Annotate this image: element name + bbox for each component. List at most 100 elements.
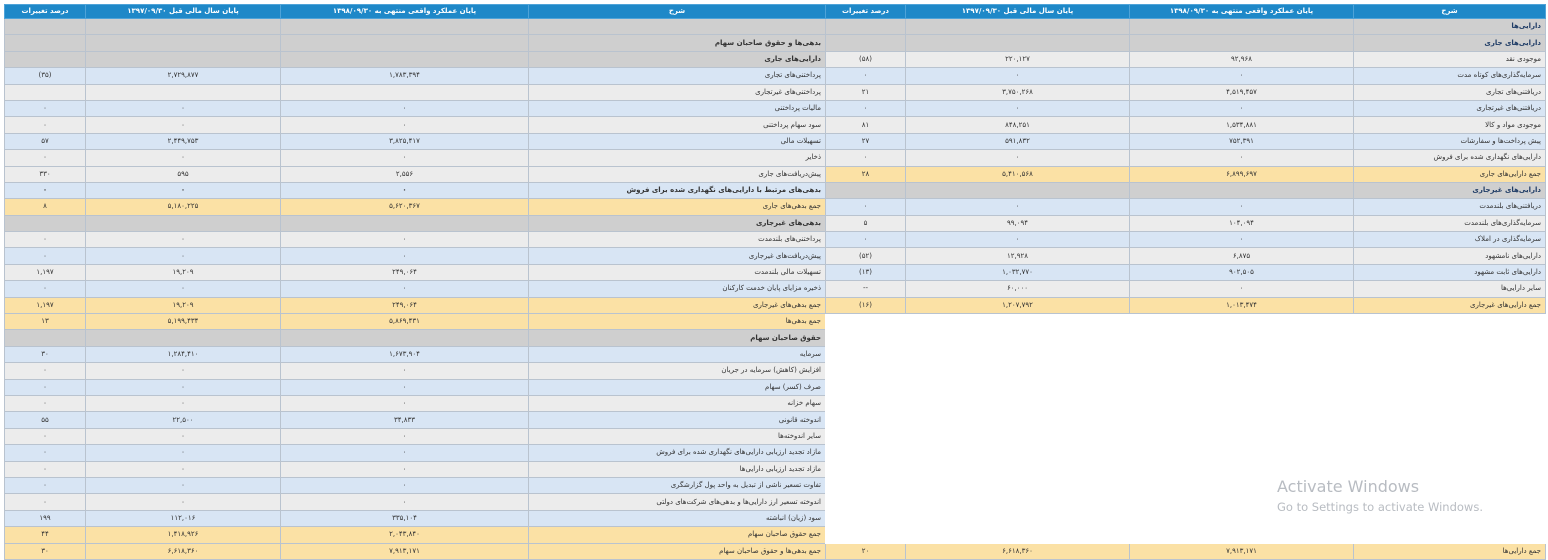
liab-desc-cell: سهام خزانه <box>528 394 826 413</box>
liab-desc-cell <box>528 17 826 36</box>
asset-prev-cell: ۰ <box>905 67 1130 85</box>
asset-desc-cell <box>1353 394 1546 413</box>
asset-current-cell: ۶,۸۹۹,۶۹۷ <box>1129 165 1354 183</box>
liab-current-cell: ۷,۹۱۳,۱۷۱ <box>280 542 529 560</box>
liab-desc-cell: ذخایر <box>528 149 826 167</box>
asset-prev-cell: ۰ <box>905 198 1130 216</box>
liab-prev-cell: ۰ <box>85 394 281 413</box>
liab-current-cell: ۰ <box>280 378 529 396</box>
liab-pct-cell: ۱,۱۹۷ <box>4 296 86 315</box>
asset-pct-cell <box>825 493 906 511</box>
liab-current-cell <box>280 329 529 347</box>
liab-desc-cell: بدهی‌ها و حقوق صاحبان سهام <box>528 34 826 52</box>
asset-prev-cell <box>905 329 1130 347</box>
liab-pct-cell: ۳۳۰ <box>4 165 86 183</box>
asset-desc-cell <box>1353 411 1546 429</box>
liab-desc-cell: جمع حقوق صاحبان سهام <box>528 526 826 544</box>
asset-desc-cell <box>1353 362 1546 380</box>
asset-prev-cell <box>905 476 1130 495</box>
liab-prev-cell: ۰ <box>85 149 281 167</box>
table-row: دریافتنی‌های غیرتجاری ۰ ۰ ۰ مالیات پرداختنی ۰… <box>4 99 1546 118</box>
asset-current-cell <box>1129 460 1354 478</box>
liab-desc-cell: تسهیلات مالی <box>528 132 826 151</box>
assets-pct-header: درصد تغییرات <box>825 4 906 19</box>
liab-pct-cell: ۰ <box>4 378 86 396</box>
liab-current-cell: ۰ <box>280 181 529 200</box>
liab-pct-cell <box>4 17 86 36</box>
asset-desc-cell: موجودی مواد و کالا <box>1353 116 1546 134</box>
liab-pct-cell: ۱,۱۹۷ <box>4 263 86 282</box>
table-row: موجودی مواد و کالا ۱,۵۳۴,۸۸۱ ۸۴۸,۲۵۱ ۸۱ سود … <box>4 116 1546 134</box>
liab-current-cell: ۳۳۵,۱۰۴ <box>280 509 529 528</box>
watermark-subtitle: Go to Settings to activate Windows. <box>1277 500 1483 514</box>
asset-pct-cell <box>825 34 906 52</box>
asset-pct-cell: -- <box>825 280 906 298</box>
table-row: جمع دارایی‌ها ۷,۹۱۳,۱۷۱ ۶,۶۱۸,۳۶۰ ۲۰ جمع بده… <box>4 542 1546 560</box>
assets-prev-header: پایان سال مالی قبل ۱۳۹۷/۰۹/۳۰ <box>905 4 1130 19</box>
liab-prev-cell <box>85 50 281 69</box>
asset-prev-cell: ۶,۶۱۸,۳۶۰ <box>905 542 1130 560</box>
asset-current-cell <box>1129 313 1354 331</box>
liab-prev-cell: ۵,۱۹۹,۴۳۴ <box>85 313 281 331</box>
asset-desc-cell: دریافتنی‌های بلندمدت <box>1353 198 1546 216</box>
liab-pct-cell: ۰ <box>4 247 86 265</box>
asset-current-cell <box>1129 427 1354 446</box>
liab-prev-cell: ۰ <box>85 460 281 478</box>
table-row: سرمایه‌گذاری در املاک ۰ ۰ ۰ پرداختنی‌های بلن… <box>4 231 1546 249</box>
asset-current-cell: ۰ <box>1129 149 1354 167</box>
liab-desc-cell: پیش‌دریافت‌های غیرجاری <box>528 247 826 265</box>
asset-pct-cell <box>825 362 906 380</box>
asset-desc-cell: جمع دارایی‌های جاری <box>1353 165 1546 183</box>
asset-current-cell: ۰ <box>1129 280 1354 298</box>
liab-current-cell: ۰ <box>280 280 529 298</box>
liab-desc-cell: بدهی‌های مرتبط با دارایی‌های نگهداری شده… <box>528 181 826 200</box>
asset-pct-cell <box>825 17 906 36</box>
asset-desc-cell <box>1353 329 1546 347</box>
liab-desc-cell: مالیات پرداختنی <box>528 99 826 118</box>
asset-desc-cell <box>1353 378 1546 396</box>
asset-prev-cell: ۱,۲۰۷,۷۹۲ <box>905 296 1130 315</box>
asset-desc-cell <box>1353 444 1546 462</box>
table-row: دارایی‌های نگهداری شده برای فروش ۰ ۰ ۰ ذخایر… <box>4 149 1546 167</box>
asset-prev-cell <box>905 493 1130 511</box>
liab-current-cell: ۰ <box>280 247 529 265</box>
asset-desc-cell: موجودی نقد <box>1353 50 1546 69</box>
liab-current-cell: ۳,۸۲۵,۴۱۷ <box>280 132 529 151</box>
liab-pct-cell <box>4 34 86 52</box>
liab-pct-cell: ۸ <box>4 198 86 216</box>
asset-pct-cell <box>825 476 906 495</box>
liab-current-cell: ۰ <box>280 362 529 380</box>
liab-pct-cell: ۰ <box>4 476 86 495</box>
asset-prev-cell <box>905 378 1130 396</box>
asset-prev-cell: ۱,۰۳۲,۷۷۰ <box>905 263 1130 282</box>
asset-pct-cell <box>825 411 906 429</box>
asset-pct-cell <box>825 526 906 544</box>
asset-desc-cell: دارایی‌های نامشهود <box>1353 247 1546 265</box>
liab-prev-cell: ۱۹,۲۰۹ <box>85 263 281 282</box>
table-row: مازاد تجدید ارزیابی دارایی‌ها ۰ ۰ ۰ <box>4 460 1546 478</box>
liab-pct-header: درصد تغییرات <box>4 4 86 19</box>
asset-desc-cell: سایر دارایی‌ها <box>1353 280 1546 298</box>
asset-current-cell <box>1129 329 1354 347</box>
asset-current-cell <box>1129 378 1354 396</box>
liab-current-cell: ۰ <box>280 149 529 167</box>
liab-pct-cell: ۱۳ <box>4 313 86 331</box>
liab-desc-cell: تفاوت تسعیر ناشی از تبدیل به واحد پول گز… <box>528 476 826 495</box>
liab-current-cell: ۰ <box>280 460 529 478</box>
asset-current-cell: ۱,۵۳۴,۸۸۱ <box>1129 116 1354 134</box>
asset-current-cell: ۶,۸۷۵ <box>1129 247 1354 265</box>
asset-current-cell <box>1129 444 1354 462</box>
table-row: جمع دارایی‌های جاری ۶,۸۹۹,۶۹۷ ۵,۴۱۰,۵۶۸ ۲۸ پ… <box>4 165 1546 183</box>
liab-current-cell: ۰ <box>280 427 529 446</box>
liab-prev-cell: ۶,۶۱۸,۳۶۰ <box>85 542 281 560</box>
asset-prev-cell: ۰ <box>905 149 1130 167</box>
liab-current-cell <box>280 214 529 233</box>
asset-pct-cell <box>825 509 906 528</box>
liab-desc-cell: پرداختنی‌های غیرتجاری <box>528 83 826 101</box>
liab-pct-cell <box>4 214 86 233</box>
asset-current-cell: ۹۲,۹۶۸ <box>1129 50 1354 69</box>
liab-pct-cell <box>4 50 86 69</box>
asset-prev-cell: ۵,۴۱۰,۵۶۸ <box>905 165 1130 183</box>
asset-desc-cell: دارایی‌های جاری <box>1353 34 1546 52</box>
liab-pct-cell: ۰ <box>4 444 86 462</box>
